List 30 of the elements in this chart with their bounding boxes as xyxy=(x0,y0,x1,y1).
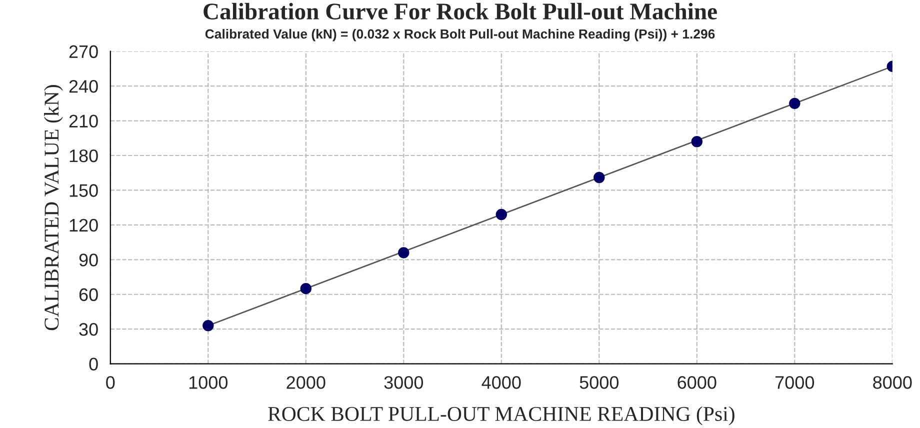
y-tick-label: 210 xyxy=(69,114,98,128)
point xyxy=(594,172,605,184)
point xyxy=(789,98,800,110)
point xyxy=(202,320,214,332)
point xyxy=(496,208,508,220)
y-tick-label: 90 xyxy=(79,254,98,266)
chart-subtitle: Calibrated Value (kN) = (0.032 x Rock Bolt Pull-out Machine Reading (Psi)) + 1.296 xyxy=(205,28,715,42)
x-tick-label: 0 xyxy=(106,376,115,389)
x-tick-label: 2000 xyxy=(286,376,326,389)
y-axis-title: CALIBRATED VALUE (kN) xyxy=(44,85,63,330)
x-tick-label: 6000 xyxy=(678,376,716,389)
point xyxy=(691,136,703,148)
y-tick-label: 150 xyxy=(70,184,98,197)
x-axis-title: ROCK BOLT PULL-OUT MACHINE READING (Psi) xyxy=(268,406,734,426)
x-tick-label: 8000 xyxy=(873,376,912,389)
point xyxy=(300,282,312,294)
chart-title: Calibration Curve For Rock Bolt Pull-out Machine xyxy=(204,2,717,20)
y-tick-label: 30 xyxy=(79,323,98,336)
y-tick-label: 240 xyxy=(69,80,98,93)
point xyxy=(398,247,410,258)
x-tick-label: 5000 xyxy=(580,376,619,389)
x-tick-label: 7000 xyxy=(775,376,814,389)
y-tick-label: 180 xyxy=(70,149,98,162)
y-tick-label: 120 xyxy=(70,218,98,232)
y-tick-label: 60 xyxy=(79,288,98,302)
x-tick-label: 3000 xyxy=(384,376,424,389)
x-tick-label: 4000 xyxy=(482,376,521,389)
y-tick-label: 0 xyxy=(89,358,98,371)
y-tick-label: 270 xyxy=(69,45,98,58)
x-tick-label: 1000 xyxy=(189,376,228,389)
